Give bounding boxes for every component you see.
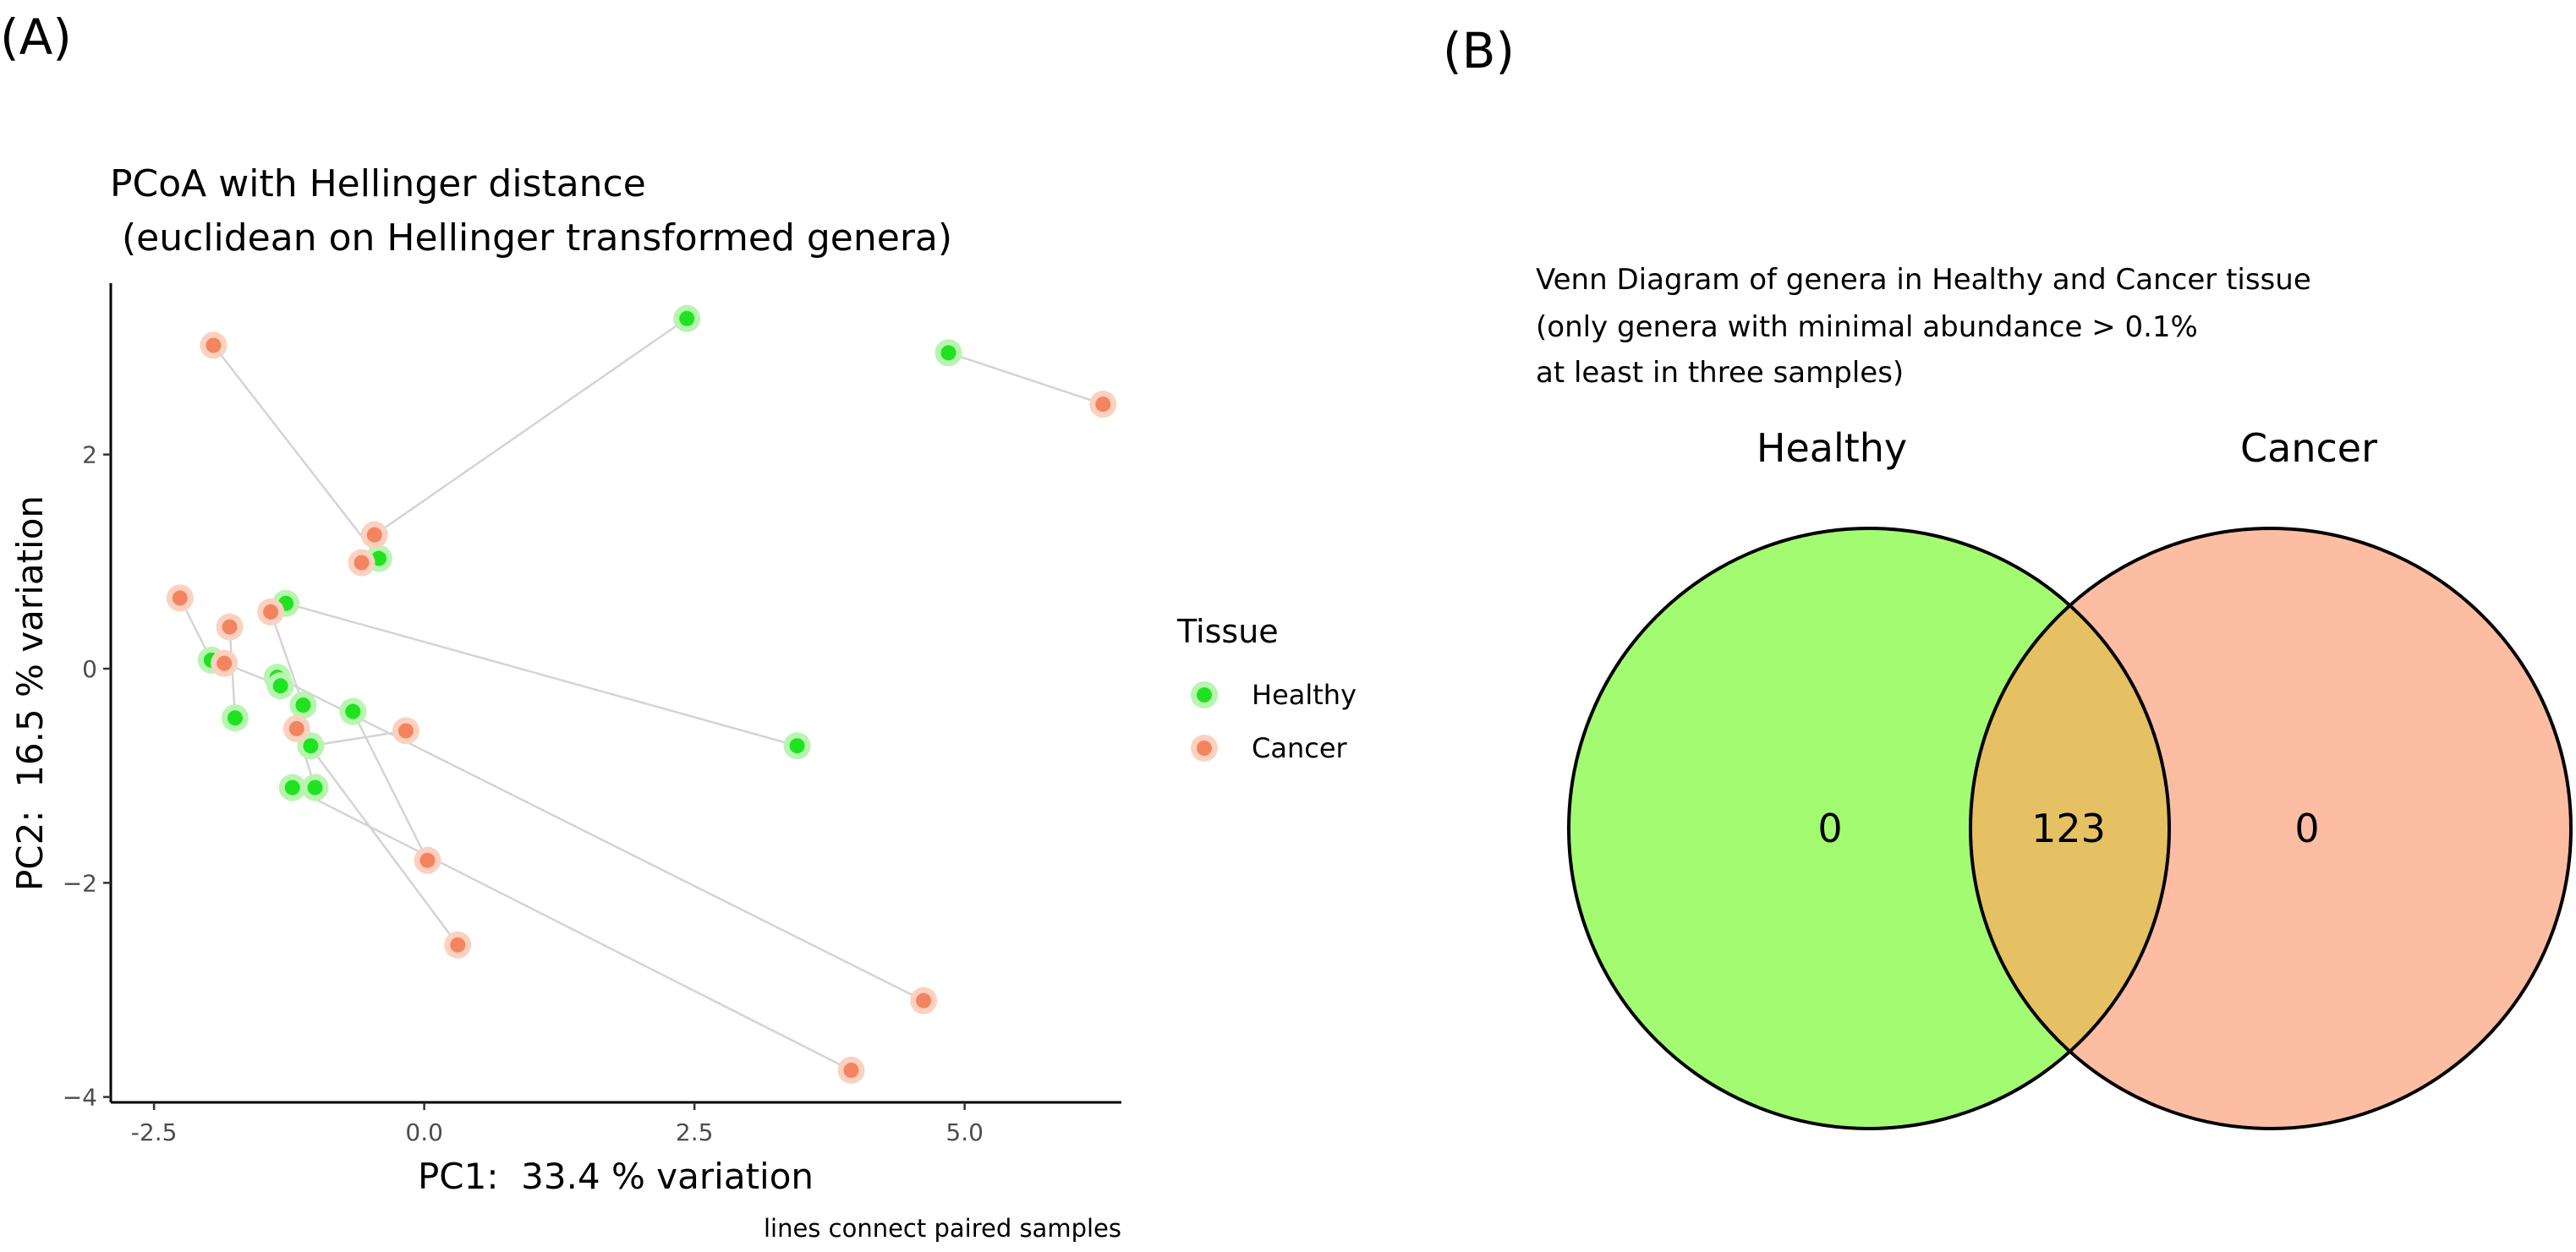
pcoa-title-line2: (euclidean on Hellinger transformed gene… <box>110 216 952 260</box>
pair-line <box>277 676 924 1002</box>
pair-line <box>295 728 459 946</box>
cancer-point <box>211 649 238 677</box>
cancer-point-dot <box>222 619 238 635</box>
y-tick-label: −2 <box>63 869 97 897</box>
y-ticks: −4 −2 0 2 <box>63 441 111 1112</box>
cancer-point-dot <box>206 337 222 353</box>
healthy-point <box>266 672 294 700</box>
cancer-point <box>360 521 388 549</box>
x-tick-label: 0.0 <box>405 1118 443 1146</box>
cancer-point <box>348 549 375 577</box>
venn-healthy-only-count: 0 <box>1817 806 1842 851</box>
x-ticks: -2.5 0.0 2.5 5.0 <box>131 1102 984 1146</box>
x-tick-label: 2.5 <box>676 1118 714 1146</box>
healthy-point <box>783 732 811 760</box>
cancer-point-dot <box>354 555 370 571</box>
healthy-point <box>278 774 306 801</box>
cancer-point <box>414 846 441 874</box>
cancer-point-dot <box>288 720 304 736</box>
healthy-point <box>221 704 249 732</box>
venn-title-line1: Venn Diagram of genera in Healthy and Ca… <box>1536 263 2311 297</box>
chart-caption: lines connect paired samples <box>764 1214 1121 1243</box>
venn-set-healthy-label: Healthy <box>1757 425 1907 471</box>
cancer-point-dot <box>397 723 414 739</box>
pair-line <box>212 344 380 560</box>
pair-line <box>285 602 797 747</box>
pair-line <box>352 711 429 861</box>
cancer-point-dot <box>419 852 436 868</box>
legend-title: Tissue <box>1176 613 1279 650</box>
venn-outline-healthy <box>1567 527 2171 1130</box>
pair-line <box>269 611 304 706</box>
cancer-point <box>1089 391 1117 418</box>
venn-set-cancer-label: Cancer <box>2240 425 2377 471</box>
cancer-point-dot <box>263 604 279 620</box>
cancer-point <box>910 987 938 1014</box>
legend-cancer-label: Cancer <box>1252 732 1348 764</box>
venn-intersection-count: 123 <box>2031 806 2106 851</box>
cancer-point <box>282 714 310 742</box>
cancer-point <box>216 613 244 641</box>
y-tick-label: 0 <box>82 655 97 683</box>
healthy-point-dot <box>679 310 695 326</box>
x-tick-label: 5.0 <box>945 1118 984 1146</box>
y-tick-label: −4 <box>63 1084 97 1112</box>
venn-title-line3: at least in three samples) <box>1536 356 1904 390</box>
healthy-point <box>339 697 367 725</box>
pair-line <box>948 352 1104 406</box>
pair-lines <box>178 317 1104 1072</box>
healthy-point-dot <box>272 678 288 694</box>
healthy-point-dot <box>307 779 323 795</box>
healthy-point-dot <box>940 345 956 361</box>
venn-title-line2: (only genera with minimal abundance > 0.… <box>1536 310 2198 344</box>
legend: Tissue Healthy Cancer <box>1176 613 1357 764</box>
healthy-point <box>289 692 317 719</box>
cancer-point <box>166 584 194 612</box>
cancer-point-dot <box>216 655 233 671</box>
healthy-point-dot <box>284 779 300 795</box>
healthy-point-dot <box>227 710 243 726</box>
cancer-point-dot <box>1095 396 1111 413</box>
healthy-point-dot <box>345 703 361 719</box>
pair-line <box>292 786 852 1072</box>
venn-outline-cancer <box>1969 527 2573 1130</box>
venn-cancer-only-count: 0 <box>2294 806 2319 851</box>
healthy-point <box>934 339 962 367</box>
cancer-point <box>837 1057 865 1084</box>
cancer-point <box>200 331 227 359</box>
cancer-point <box>257 598 285 626</box>
x-tick-label: -2.5 <box>131 1118 178 1146</box>
healthy-point <box>673 304 701 332</box>
scatter-points <box>166 304 1117 1084</box>
venn-chart: Venn Diagram of genera in Healthy and Ca… <box>1536 263 2573 1130</box>
cancer-point-dot <box>450 937 466 953</box>
cancer-point <box>444 931 472 959</box>
legend-cancer-dot <box>1197 741 1212 756</box>
cancer-point <box>392 717 419 745</box>
legend-healthy-dot <box>1197 687 1212 703</box>
panel-a-label: (A) <box>0 8 72 66</box>
pair-line <box>310 730 407 747</box>
healthy-point-dot <box>303 738 319 754</box>
cancer-point-dot <box>366 527 382 543</box>
cancer-point-dot <box>916 992 932 1009</box>
healthy-point-dot <box>295 697 311 713</box>
cancer-point-dot <box>843 1063 859 1078</box>
pcoa-chart: PCoA with Hellinger distance (euclidean … <box>9 162 1357 1243</box>
x-axis-title: PC1: 33.4 % variation <box>418 1156 814 1197</box>
y-tick-label: 2 <box>82 441 97 469</box>
cancer-point-dot <box>172 590 188 606</box>
panel-b-label: (B) <box>1443 22 1515 79</box>
healthy-point <box>301 774 329 801</box>
pair-line <box>374 317 688 536</box>
legend-healthy-label: Healthy <box>1252 679 1357 711</box>
pcoa-title-line1: PCoA with Hellinger distance <box>110 162 646 205</box>
healthy-point-dot <box>789 738 805 754</box>
venn-intersection <box>1970 528 2169 1129</box>
y-axis-title: PC2: 16.5 % variation <box>9 495 51 891</box>
